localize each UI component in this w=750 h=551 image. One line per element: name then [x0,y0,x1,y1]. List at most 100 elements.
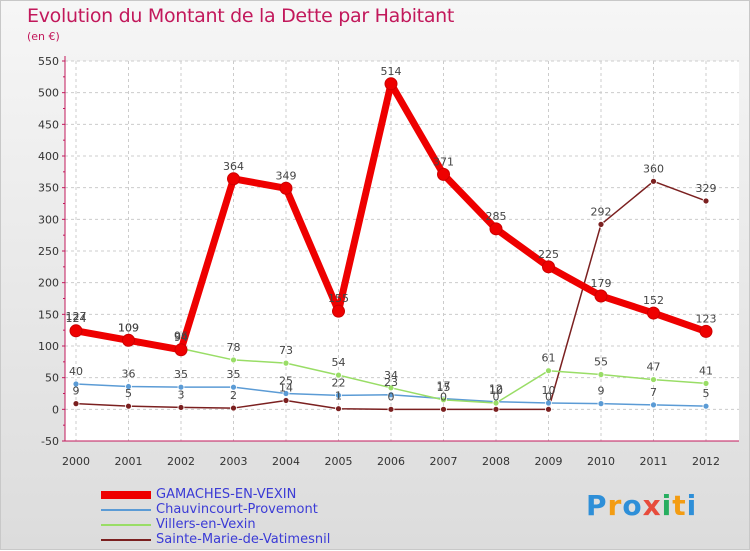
data-point-3 [440,405,447,413]
data-point-3 [335,405,342,413]
data-label-3: 360 [643,162,664,175]
data-label-2: 61 [542,352,556,365]
data-point-0 [227,172,240,186]
x-tick-label: 2006 [377,455,405,468]
data-point-2 [702,379,710,387]
data-point-0 [69,324,83,338]
data-label-2: 10 [489,384,503,397]
data-point-3 [597,220,605,228]
data-label-2: 96 [174,330,188,343]
data-point-3 [545,405,552,413]
data-label-2: 127 [66,310,87,323]
data-label-2: 47 [647,361,661,374]
data-label-2: 55 [594,356,608,369]
data-label-0: 94 [174,331,188,344]
x-tick-label: 2003 [220,455,248,468]
x-tick-label: 2007 [430,455,458,468]
data-label-1: 35 [174,368,188,381]
data-point-1 [335,391,342,399]
x-tick-label: 2012 [692,455,720,468]
data-label-1: 7 [650,386,657,399]
data-label-0: 371 [433,155,454,168]
data-point-0 [437,167,450,181]
data-point-1 [125,383,132,390]
x-tick-label: 2002 [167,455,195,468]
x-tick-label: 2010 [587,455,615,468]
data-label-2: 15 [437,381,451,394]
data-point-3 [125,402,132,410]
data-label-3: 292 [591,205,612,218]
y-tick-label: 50 [45,372,59,385]
data-label-0: 285 [486,210,507,223]
data-point-0 [384,77,398,91]
data-point-2 [335,371,342,379]
data-label-1: 36 [122,368,136,381]
data-label-2: 73 [279,344,293,357]
data-point-1 [387,391,395,399]
data-point-2 [545,367,552,375]
data-point-3 [387,405,395,413]
data-label-3: 1 [335,390,342,403]
y-tick-label: 450 [38,118,59,131]
data-point-1 [702,402,710,410]
data-label-3: 0 [545,390,552,403]
x-tick-label: 2011 [640,455,668,468]
data-point-3 [177,404,185,411]
data-label-3: 3 [178,388,185,401]
y-tick-label: -50 [41,435,59,448]
legend-swatch-gamaches [101,491,151,499]
x-tick-label: 2000 [62,455,90,468]
data-label-3: 0 [388,390,395,403]
data-label-0: 109 [118,321,139,334]
data-point-2 [282,359,290,367]
y-tick-label: 250 [38,245,59,258]
data-point-2 [597,371,605,378]
data-point-0 [647,306,660,320]
data-label-3: 0 [493,390,500,403]
data-label-2: 109 [118,321,139,334]
data-label-1: 10 [542,384,556,397]
y-tick-label: 200 [38,277,59,290]
data-point-3 [282,397,290,404]
proxiti-logo: Proxiti [586,489,698,522]
y-tick-label: 400 [38,150,59,163]
data-point-1 [650,401,657,409]
data-point-0 [122,333,135,347]
data-point-3 [650,177,657,185]
legend-label-chauvincourt: Chauvincourt-Provemont [156,502,318,517]
data-label-3: 0 [440,390,447,403]
data-point-0 [699,324,713,338]
legend-label-sainte-marie: Sainte-Marie-de-Vatimesnil [156,532,331,547]
legend-label-villers: Villers-en-Vexin [156,517,256,532]
data-label-3: 14 [279,381,293,394]
y-tick-label: 300 [38,213,59,226]
data-point-0 [332,304,345,318]
x-tick-label: 2004 [272,455,300,468]
x-tick-label: 2001 [115,455,143,468]
data-label-1: 35 [227,368,241,381]
chart-subtitle: (en €) [27,30,60,43]
data-label-0: 179 [591,277,612,290]
y-tick-label: 550 [38,55,59,68]
data-label-1: 22 [332,376,346,389]
data-label-0: 124 [66,312,87,325]
data-label-1: 40 [69,365,83,378]
data-label-2: 78 [227,341,241,354]
data-label-0: 225 [538,248,559,261]
data-label-1: 12 [489,383,503,396]
data-point-0 [489,222,503,236]
legend-swatch-villers [101,524,151,526]
data-point-2 [387,384,395,392]
data-point-1 [282,390,290,397]
data-label-2: 41 [699,364,713,377]
data-point-1 [545,399,552,407]
data-label-1: 9 [598,385,605,398]
x-tick-label: 2009 [535,455,563,468]
data-point-3 [702,197,710,205]
data-label-0: 514 [381,65,402,78]
chart-title: Evolution du Montant de la Dette par Hab… [27,5,455,27]
data-label-0: 123 [696,312,717,325]
data-label-1: 25 [279,375,293,388]
